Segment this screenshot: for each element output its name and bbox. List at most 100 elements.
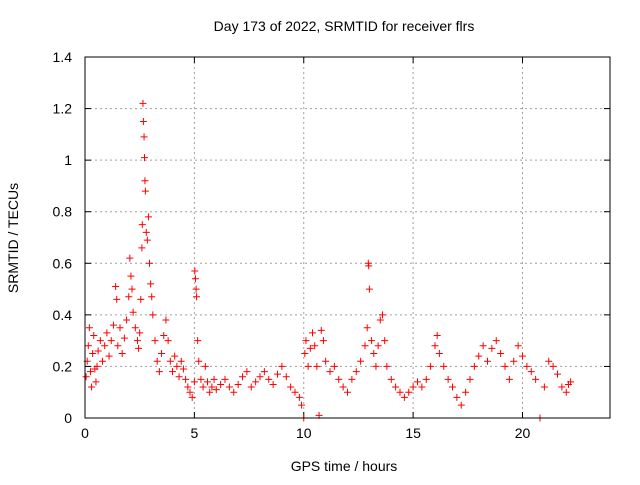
- data-point: [221, 375, 229, 383]
- data-point: [457, 401, 465, 409]
- data-point: [317, 326, 325, 334]
- data-point: [540, 383, 548, 391]
- data-point: [141, 187, 149, 195]
- data-point: [344, 388, 351, 396]
- data-point: [435, 350, 443, 358]
- data-point: [418, 383, 426, 391]
- data-point: [278, 362, 286, 370]
- data-point: [169, 368, 176, 376]
- data-point: [141, 177, 149, 185]
- data-point: [206, 388, 214, 396]
- data-point: [302, 337, 310, 345]
- data-point: [148, 293, 156, 301]
- data-points: [82, 99, 575, 422]
- data-point: [175, 373, 183, 381]
- grid-lines: [85, 57, 610, 418]
- data-point: [131, 324, 139, 332]
- plot-frame: [84, 56, 611, 419]
- data-point: [126, 254, 134, 262]
- data-point: [304, 362, 312, 370]
- y-tick-label: 0: [64, 410, 72, 426]
- data-point: [166, 357, 174, 365]
- data-point: [431, 342, 439, 350]
- data-point: [199, 383, 207, 391]
- data-point: [444, 375, 452, 383]
- data-point: [138, 221, 146, 229]
- data-point: [545, 357, 553, 365]
- data-point: [383, 362, 391, 370]
- data-point: [567, 378, 575, 386]
- data-point: [549, 362, 557, 370]
- axis-tick-labels: 0 5 10 15 20 0 0.2 0.4 0.6 0.8 1 1.2 1.4: [53, 49, 531, 441]
- data-point: [322, 357, 330, 365]
- data-point: [313, 362, 321, 370]
- data-point: [184, 383, 192, 391]
- data-point: [114, 342, 122, 350]
- data-point: [319, 337, 327, 345]
- data-point: [372, 362, 380, 370]
- data-point: [519, 352, 526, 360]
- data-point: [298, 401, 306, 409]
- data-point: [309, 329, 316, 337]
- data-point: [139, 99, 147, 107]
- data-point: [247, 383, 255, 391]
- data-point: [137, 295, 145, 303]
- data-point: [186, 388, 194, 396]
- data-point: [208, 383, 216, 391]
- data-point: [194, 337, 202, 345]
- data-point: [453, 393, 461, 401]
- data-point: [190, 378, 198, 386]
- data-point: [440, 362, 448, 370]
- data-point: [82, 373, 90, 381]
- data-point: [99, 357, 106, 365]
- data-point: [92, 378, 100, 386]
- data-point: [84, 342, 92, 350]
- data-point: [523, 362, 531, 370]
- data-point: [470, 362, 478, 370]
- y-tick-label: 0.6: [53, 255, 73, 271]
- data-point: [113, 295, 121, 303]
- data-point: [129, 308, 137, 316]
- data-point: [162, 316, 170, 324]
- data-point: [105, 352, 113, 360]
- data-point: [86, 368, 94, 376]
- data-point: [230, 388, 238, 396]
- data-point: [94, 347, 102, 355]
- y-tick-label: 0.2: [53, 358, 73, 374]
- data-point: [103, 329, 111, 337]
- data-point: [243, 368, 251, 376]
- data-point: [396, 388, 404, 396]
- data-point: [414, 378, 421, 386]
- x-tick-label: 0: [81, 425, 89, 441]
- data-point: [484, 357, 491, 365]
- data-point: [204, 378, 211, 386]
- data-point: [118, 350, 126, 358]
- chart-title: Day 173 of 2022, SRMTID for receiver flr…: [214, 18, 475, 34]
- data-point: [488, 344, 496, 352]
- data-point: [109, 321, 117, 329]
- x-tick-label: 20: [515, 425, 531, 441]
- data-point: [514, 342, 522, 350]
- data-point: [400, 393, 408, 401]
- data-point: [239, 373, 246, 381]
- x-axis-label: GPS time / hours: [291, 458, 398, 474]
- data-point: [195, 357, 203, 365]
- y-tick-label: 0.8: [53, 204, 73, 220]
- data-point: [153, 357, 161, 365]
- data-point: [311, 342, 319, 350]
- data-point: [179, 365, 187, 373]
- data-point: [427, 362, 435, 370]
- data-point: [149, 311, 157, 319]
- data-point: [127, 272, 135, 280]
- data-point: [123, 316, 131, 324]
- data-point: [141, 154, 148, 162]
- data-point: [392, 383, 400, 391]
- data-point: [256, 373, 264, 381]
- x-tick-label: 5: [190, 425, 198, 441]
- data-point: [136, 329, 144, 337]
- data-point: [107, 337, 115, 345]
- data-point: [287, 383, 295, 391]
- data-point: [191, 275, 199, 283]
